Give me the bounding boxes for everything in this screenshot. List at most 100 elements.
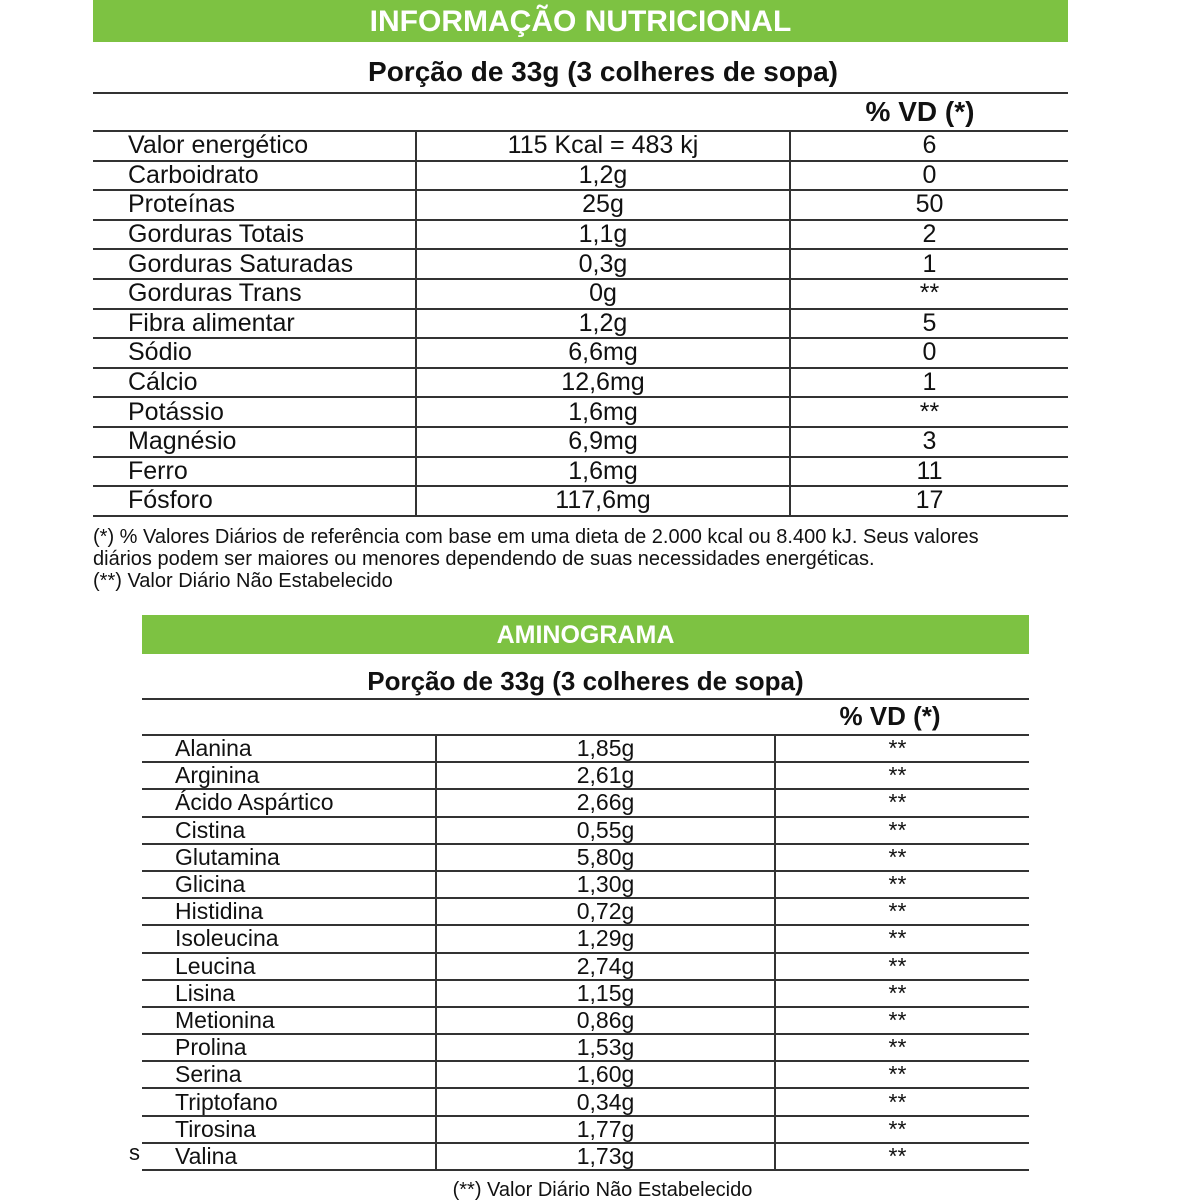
nutrient-name: Leucina	[142, 952, 437, 981]
nutrient-vd: **	[775, 736, 1029, 764]
nutrient-name: Lisina	[142, 979, 437, 1008]
table-row: Cálcio 12,6mg 1	[93, 367, 1068, 399]
aminogram-table: Alanina 1,85g ** Arginina 2,61g ** Ácido Aspár…	[142, 736, 1029, 1172]
nutrient-name: Glicina	[142, 870, 437, 900]
nutrient-name: Isoleucina	[142, 925, 437, 954]
nutrient-amount: 1,6mg	[416, 397, 791, 428]
nutrient-amount: 1,29g	[436, 925, 776, 954]
nutrient-vd: **	[775, 1115, 1029, 1144]
table-row: Leucina 2,74g **	[142, 952, 1029, 981]
stray-text: s	[129, 1140, 140, 1165]
nutrient-amount: 1,15g	[436, 979, 776, 1008]
nutrient-vd: **	[775, 952, 1029, 981]
nutrient-amount: 0,34g	[436, 1088, 776, 1117]
nutrient-amount: 6,6mg	[416, 338, 791, 369]
table-row: Cistina 0,55g **	[142, 816, 1029, 845]
nutrient-vd: **	[775, 1142, 1029, 1172]
nutrition-header: INFORMAÇÃO NUTRICIONAL	[93, 0, 1068, 42]
nutrient-vd: 3	[790, 426, 1068, 458]
table-row: Valina 1,73g **	[142, 1142, 1029, 1172]
nutrient-vd: 6	[790, 132, 1068, 162]
table-row: Prolina 1,53g **	[142, 1034, 1029, 1063]
nutrient-vd: **	[775, 925, 1029, 954]
nutrient-name: Valina	[142, 1142, 437, 1172]
table-row: Ferro 1,6mg 11	[93, 456, 1068, 488]
aminogram-vd-header: % VD (*)	[839, 701, 941, 731]
footnote-vd: (*) % Valores Diários de referência com …	[93, 526, 979, 548]
table-row: Alanina 1,85g **	[142, 736, 1029, 764]
table-row: Serina 1,60g **	[142, 1061, 1029, 1090]
nutrient-vd: **	[775, 816, 1029, 845]
nutrient-name: Metionina	[142, 1006, 437, 1036]
nutrient-name: Magnésio	[93, 426, 417, 458]
nutrient-vd: 1	[790, 249, 1068, 280]
nutrient-name: Fibra alimentar	[93, 308, 417, 340]
aminogram-footnote: (**) Valor Diário Não Estabelecido	[452, 1179, 753, 1201]
nutrient-amount: 2,66g	[436, 789, 776, 818]
nutrient-amount: 115 Kcal = 483 kj	[416, 132, 791, 162]
nutrition-vd-header: % VD (*)	[865, 96, 975, 127]
nutrient-vd: **	[775, 1006, 1029, 1036]
table-row: Sódio 6,6mg 0	[93, 338, 1068, 369]
table-row: Ácido Aspártico 2,66g **	[142, 789, 1029, 818]
divider	[93, 92, 1068, 94]
nutrient-name: Triptofano	[142, 1088, 437, 1117]
divider	[93, 130, 1068, 132]
table-row: Arginina 2,61g **	[142, 762, 1029, 791]
table-row: Tirosina 1,77g **	[142, 1115, 1029, 1144]
nutrition-serving: Porção de 33g (3 colheres de sopa)	[368, 56, 838, 87]
nutrient-amount: 0,86g	[436, 1006, 776, 1036]
nutrient-vd: **	[775, 1034, 1029, 1063]
nutrient-name: Ácido Aspártico	[142, 789, 437, 818]
nutrient-vd: **	[775, 1088, 1029, 1117]
nutrient-amount: 1,2g	[416, 308, 791, 340]
nutrient-amount: 6,9mg	[416, 426, 791, 458]
nutrient-name: Cistina	[142, 816, 437, 845]
table-row: Lisina 1,15g **	[142, 979, 1029, 1008]
nutrient-vd: 50	[790, 190, 1068, 221]
nutrient-vd: 5	[790, 308, 1068, 340]
nutrient-vd: 0	[790, 338, 1068, 369]
nutrient-amount: 1,30g	[436, 870, 776, 900]
nutrient-vd: **	[775, 1061, 1029, 1090]
table-row: Proteínas 25g 50	[93, 190, 1068, 221]
table-row: Magnésio 6,9mg 3	[93, 426, 1068, 458]
nutrient-amount: 0,55g	[436, 816, 776, 845]
nutrient-amount: 1,77g	[436, 1115, 776, 1144]
nutrient-name: Prolina	[142, 1034, 437, 1063]
nutrient-amount: 0,3g	[416, 249, 791, 280]
table-row: Fibra alimentar 1,2g 5	[93, 308, 1068, 340]
nutrient-name: Carboidrato	[93, 160, 417, 192]
table-row: Valor energético 115 Kcal = 483 kj 6	[93, 132, 1068, 162]
nutrient-name: Cálcio	[93, 367, 417, 399]
nutrient-vd: **	[775, 979, 1029, 1008]
nutrient-vd: 17	[790, 486, 1068, 517]
nutrient-vd: 11	[790, 456, 1068, 488]
footnote-not-established: (**) Valor Diário Não Estabelecido	[93, 570, 393, 592]
nutrient-vd: **	[775, 789, 1029, 818]
nutrient-amount: 0,72g	[436, 898, 776, 927]
nutrient-name: Histidina	[142, 898, 437, 927]
nutrient-amount: 5,80g	[436, 843, 776, 872]
nutrient-amount: 12,6mg	[416, 367, 791, 399]
table-row: Glutamina 5,80g **	[142, 843, 1029, 872]
nutrient-name: Arginina	[142, 762, 437, 791]
nutrient-vd: **	[790, 397, 1068, 428]
table-row: Gorduras Trans 0g **	[93, 278, 1068, 310]
table-row: Gorduras Totais 1,1g 2	[93, 219, 1068, 251]
nutrient-vd: **	[775, 870, 1029, 900]
nutrient-name: Sódio	[93, 338, 417, 369]
nutrient-vd: 1	[790, 367, 1068, 399]
table-row: Glicina 1,30g **	[142, 870, 1029, 900]
table-row: Histidina 0,72g **	[142, 898, 1029, 927]
nutrient-amount: 1,1g	[416, 219, 791, 251]
nutrient-name: Ferro	[93, 456, 417, 488]
divider	[142, 734, 1029, 736]
nutrient-amount: 1,53g	[436, 1034, 776, 1063]
nutrient-amount: 1,2g	[416, 160, 791, 192]
table-row: Fósforo 117,6mg 17	[93, 486, 1068, 517]
aminogram-serving: Porção de 33g (3 colheres de sopa)	[367, 666, 804, 696]
nutrition-table: Valor energético 115 Kcal = 483 kj 6 Carboi…	[93, 132, 1068, 517]
nutrient-name: Glutamina	[142, 843, 437, 872]
nutrient-vd: **	[775, 762, 1029, 791]
